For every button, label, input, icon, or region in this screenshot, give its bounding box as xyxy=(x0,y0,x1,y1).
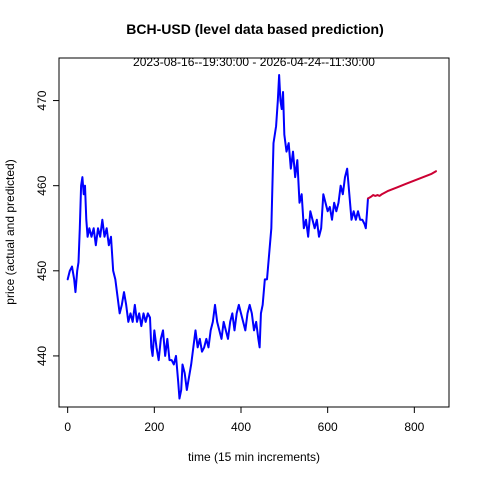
actual-price-line xyxy=(66,74,369,400)
y-tick-label: 450 xyxy=(35,260,49,280)
predicted-price-line xyxy=(366,170,437,200)
x-tick-label: 600 xyxy=(318,420,338,434)
y-tick-label: 440 xyxy=(35,346,49,366)
series-layer xyxy=(66,74,437,400)
y-tick-label: 470 xyxy=(35,90,49,110)
x-axis-label: time (15 min increments) xyxy=(188,450,320,464)
y-axis-label: price (actual and predicted) xyxy=(3,159,17,304)
chart-title: BCH-USD (level data based prediction) xyxy=(126,21,384,37)
x-tick-label: 800 xyxy=(404,420,424,434)
plot-frame xyxy=(58,57,450,408)
y-axis: 440 450 460 470 xyxy=(35,90,59,366)
x-tick-label: 400 xyxy=(231,420,251,434)
x-tick-label: 200 xyxy=(144,420,164,434)
y-tick-label: 460 xyxy=(35,175,49,195)
x-axis: 0 200 400 600 800 xyxy=(64,407,425,434)
x-tick-label: 0 xyxy=(64,420,71,434)
chart-subtitle: 2023-08-16--19:30:00 - 2026-04-24--11:30… xyxy=(133,55,375,69)
